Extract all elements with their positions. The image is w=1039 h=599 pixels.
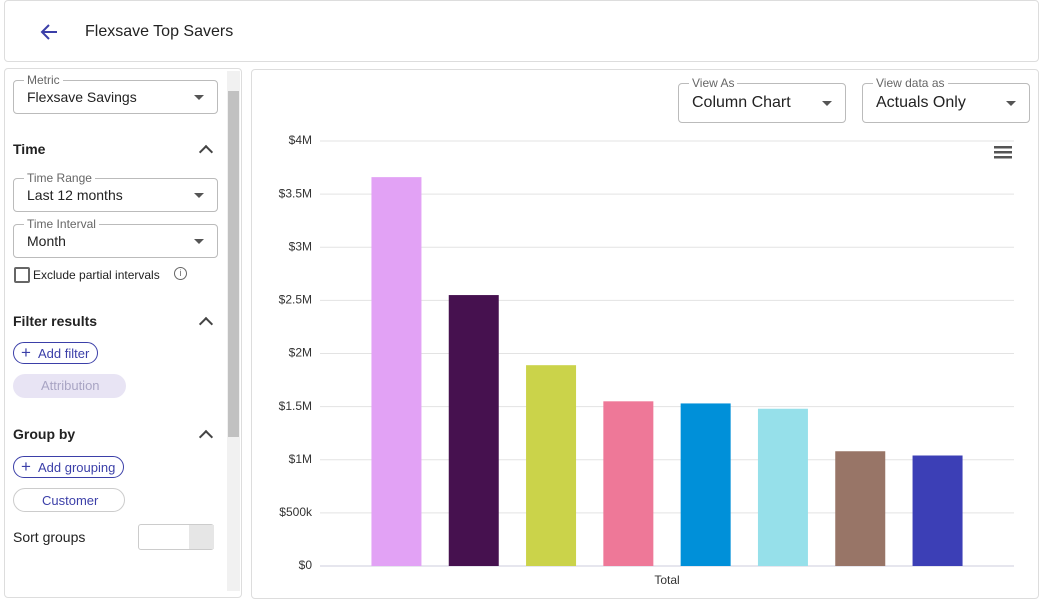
bar (448, 295, 499, 566)
section-title: Group by (13, 426, 76, 442)
page: Flexsave Top Savers Metric Flexsave Savi… (0, 0, 1039, 586)
field-value: Month (27, 233, 66, 249)
bar (371, 177, 422, 566)
metric-select[interactable]: Metric Flexsave Savings (13, 73, 218, 114)
field-value: Actuals Only (876, 94, 966, 111)
field-value: Flexsave Savings (27, 89, 137, 105)
bar (835, 451, 886, 566)
info-icon[interactable]: i (174, 267, 187, 280)
back-button[interactable] (39, 22, 59, 42)
scrollbar[interactable] (227, 71, 240, 591)
sort-toggle[interactable] (138, 524, 214, 550)
field-value: Column Chart (692, 94, 791, 111)
bar (912, 455, 963, 566)
chart: $0 $500k $1M $1.5M $2M $2.5M $3M $3.5M $4M Total (279, 133, 1014, 586)
view-data-select[interactable]: View data as Actuals Only (862, 76, 1030, 123)
field-value: Last 12 months (27, 187, 123, 203)
x-tick-label: Total (654, 573, 679, 586)
field-label: Time Interval (24, 217, 99, 231)
bar (680, 403, 731, 566)
y-tick-label: $1M (289, 452, 312, 466)
checkbox[interactable] (14, 267, 30, 283)
field-label: View data as (873, 76, 948, 90)
add-grouping-button[interactable]: Add grouping (13, 456, 125, 478)
y-tick-label: $1.5M (279, 399, 312, 413)
section-title: Filter results (13, 313, 98, 329)
bar (526, 365, 577, 566)
y-tick-label: $2.5M (279, 293, 312, 307)
y-tick-label: $3M (289, 239, 312, 253)
add-filter-button[interactable]: Add filter (13, 342, 99, 364)
sidebar: Metric Flexsave Savings Time Time Range … (4, 68, 242, 598)
header: Flexsave Top Savers (4, 0, 1039, 62)
time-interval-select[interactable]: Time Interval Month (13, 217, 218, 258)
y-tick-label: $2M (289, 346, 312, 360)
y-tick-label: $0 (299, 558, 313, 572)
bar (603, 401, 654, 566)
y-tick-label: $500k (279, 505, 313, 519)
menu-icon[interactable] (994, 146, 1012, 159)
section-title: Time (13, 141, 46, 157)
field-label: View As (689, 76, 738, 90)
field-label: Time Range (24, 171, 95, 185)
filter-chip[interactable]: Attribution (13, 374, 126, 398)
y-tick-label: $3.5M (279, 186, 312, 200)
y-tick-label: $4M (289, 133, 312, 147)
field-label: Metric (24, 73, 63, 87)
page-title: Flexsave Top Savers (85, 23, 234, 40)
bar (757, 408, 808, 566)
checkbox-label: Exclude partial intervals (33, 268, 160, 282)
group-chip[interactable]: Customer (13, 488, 126, 512)
time-range-select[interactable]: Time Range Last 12 months (13, 171, 218, 212)
view-as-select[interactable]: View As Column Chart (678, 76, 846, 123)
sort-label: Sort groups (13, 529, 86, 545)
